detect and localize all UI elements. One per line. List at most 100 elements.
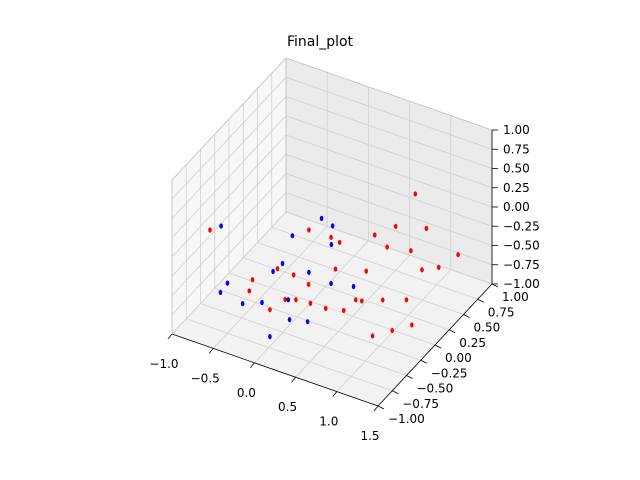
chart-title: Final_plot — [286, 34, 354, 50]
data-point-red — [360, 298, 364, 304]
data-point-red — [385, 244, 389, 250]
z-tick-label: 0.25 — [503, 181, 530, 195]
data-point-blue — [286, 297, 291, 303]
grid-line — [171, 134, 287, 258]
data-point-blue — [287, 317, 292, 323]
z-tick-label: −0.25 — [503, 219, 540, 233]
y-tick — [406, 375, 413, 379]
x-axis-line — [171, 333, 379, 407]
y-tick-label: −0.50 — [417, 382, 454, 396]
x-tick-label: 1.0 — [319, 415, 338, 429]
axes-panes — [172, 58, 492, 406]
y-tick-label: 0.25 — [459, 336, 486, 350]
data-point-blue — [219, 223, 223, 229]
data-point-blue — [260, 299, 264, 306]
y-tick-label: −1.00 — [388, 412, 425, 426]
box-edge — [285, 57, 493, 131]
data-point-red — [372, 232, 377, 238]
y-tick-label: −0.25 — [431, 366, 468, 380]
axis-lines — [167, 57, 499, 412]
x-tick-label: 0.5 — [278, 400, 297, 414]
data-point-red — [420, 267, 424, 273]
y-tick-label: 0.75 — [488, 305, 515, 319]
data-point-red — [370, 333, 375, 339]
grid-line — [171, 211, 287, 335]
data-point-blue — [225, 280, 230, 286]
grid-line — [171, 76, 287, 200]
grid-line — [285, 76, 493, 150]
data-point-red — [329, 234, 333, 240]
data-point-blue — [280, 260, 285, 267]
data-point-blue — [271, 268, 275, 275]
grid-line — [171, 173, 287, 296]
grid-line — [171, 153, 287, 277]
grid-line — [228, 272, 436, 346]
data-point-red — [291, 272, 296, 278]
grid-line — [285, 173, 493, 246]
data-point-blue — [319, 215, 324, 221]
data-point-red — [436, 264, 441, 270]
z-tick-label: 0.50 — [503, 162, 530, 176]
grid-line — [285, 115, 493, 189]
data-point-red — [413, 191, 418, 197]
x-tick — [167, 333, 173, 340]
y-tick — [463, 314, 470, 318]
y-tick — [449, 329, 456, 334]
grid-line — [285, 211, 493, 285]
grid-line — [285, 134, 493, 208]
data-point-red — [337, 239, 342, 246]
grid-line — [285, 153, 493, 227]
z-tick-label: −0.75 — [503, 258, 540, 272]
x-tick — [291, 376, 296, 383]
grid-line — [214, 287, 421, 361]
data-point-red — [353, 297, 358, 303]
data-point-red — [410, 322, 414, 328]
z-tick-label: 0.00 — [503, 200, 530, 214]
x-tick — [250, 362, 255, 369]
z-tick-label: 0.75 — [503, 142, 530, 156]
y-tick — [392, 390, 399, 395]
y-tick — [434, 344, 442, 349]
data-point-red — [409, 248, 413, 254]
data-point-blue — [240, 301, 245, 307]
x-tick — [332, 391, 338, 397]
y-tick — [377, 405, 385, 410]
box-edge — [171, 57, 287, 181]
data-point-red — [247, 288, 252, 294]
x-tick-label: 0.0 — [237, 386, 256, 400]
data-point-red — [275, 266, 280, 272]
y-tick — [491, 283, 499, 288]
data-point-blue — [330, 223, 335, 229]
z-tick-label: −1.00 — [503, 277, 540, 291]
data-point-red — [294, 297, 298, 303]
data-point-red — [456, 252, 460, 258]
data-point-red — [283, 296, 287, 303]
data-point-red — [250, 277, 255, 283]
y-tick-label: 0.50 — [474, 321, 501, 335]
y-tick-label: 0.00 — [445, 351, 472, 365]
data-point-red — [268, 307, 272, 313]
data-point-red — [307, 227, 311, 233]
data-point-red — [208, 227, 212, 233]
data-point-red — [404, 297, 409, 303]
y-tick — [420, 359, 427, 364]
data-point-red — [364, 268, 369, 274]
data-point-blue — [290, 233, 295, 239]
data-point-red — [333, 266, 338, 272]
z-tick-label: −0.50 — [503, 239, 540, 253]
y-tick — [477, 298, 484, 303]
data-point-red — [306, 281, 311, 287]
z-tick-label: 1.00 — [503, 123, 530, 137]
grid-line — [271, 226, 478, 300]
data-point-red — [390, 327, 395, 334]
x-tick-label: −1.0 — [149, 357, 178, 371]
grid-line — [171, 96, 287, 219]
y-tick-label: 1.00 — [502, 290, 529, 304]
grid-line — [200, 303, 407, 376]
data-point-red — [323, 305, 328, 311]
data-point-red — [393, 223, 398, 229]
data-point-red — [308, 300, 313, 306]
data-point-blue — [329, 280, 333, 287]
data-point-red — [380, 297, 385, 303]
